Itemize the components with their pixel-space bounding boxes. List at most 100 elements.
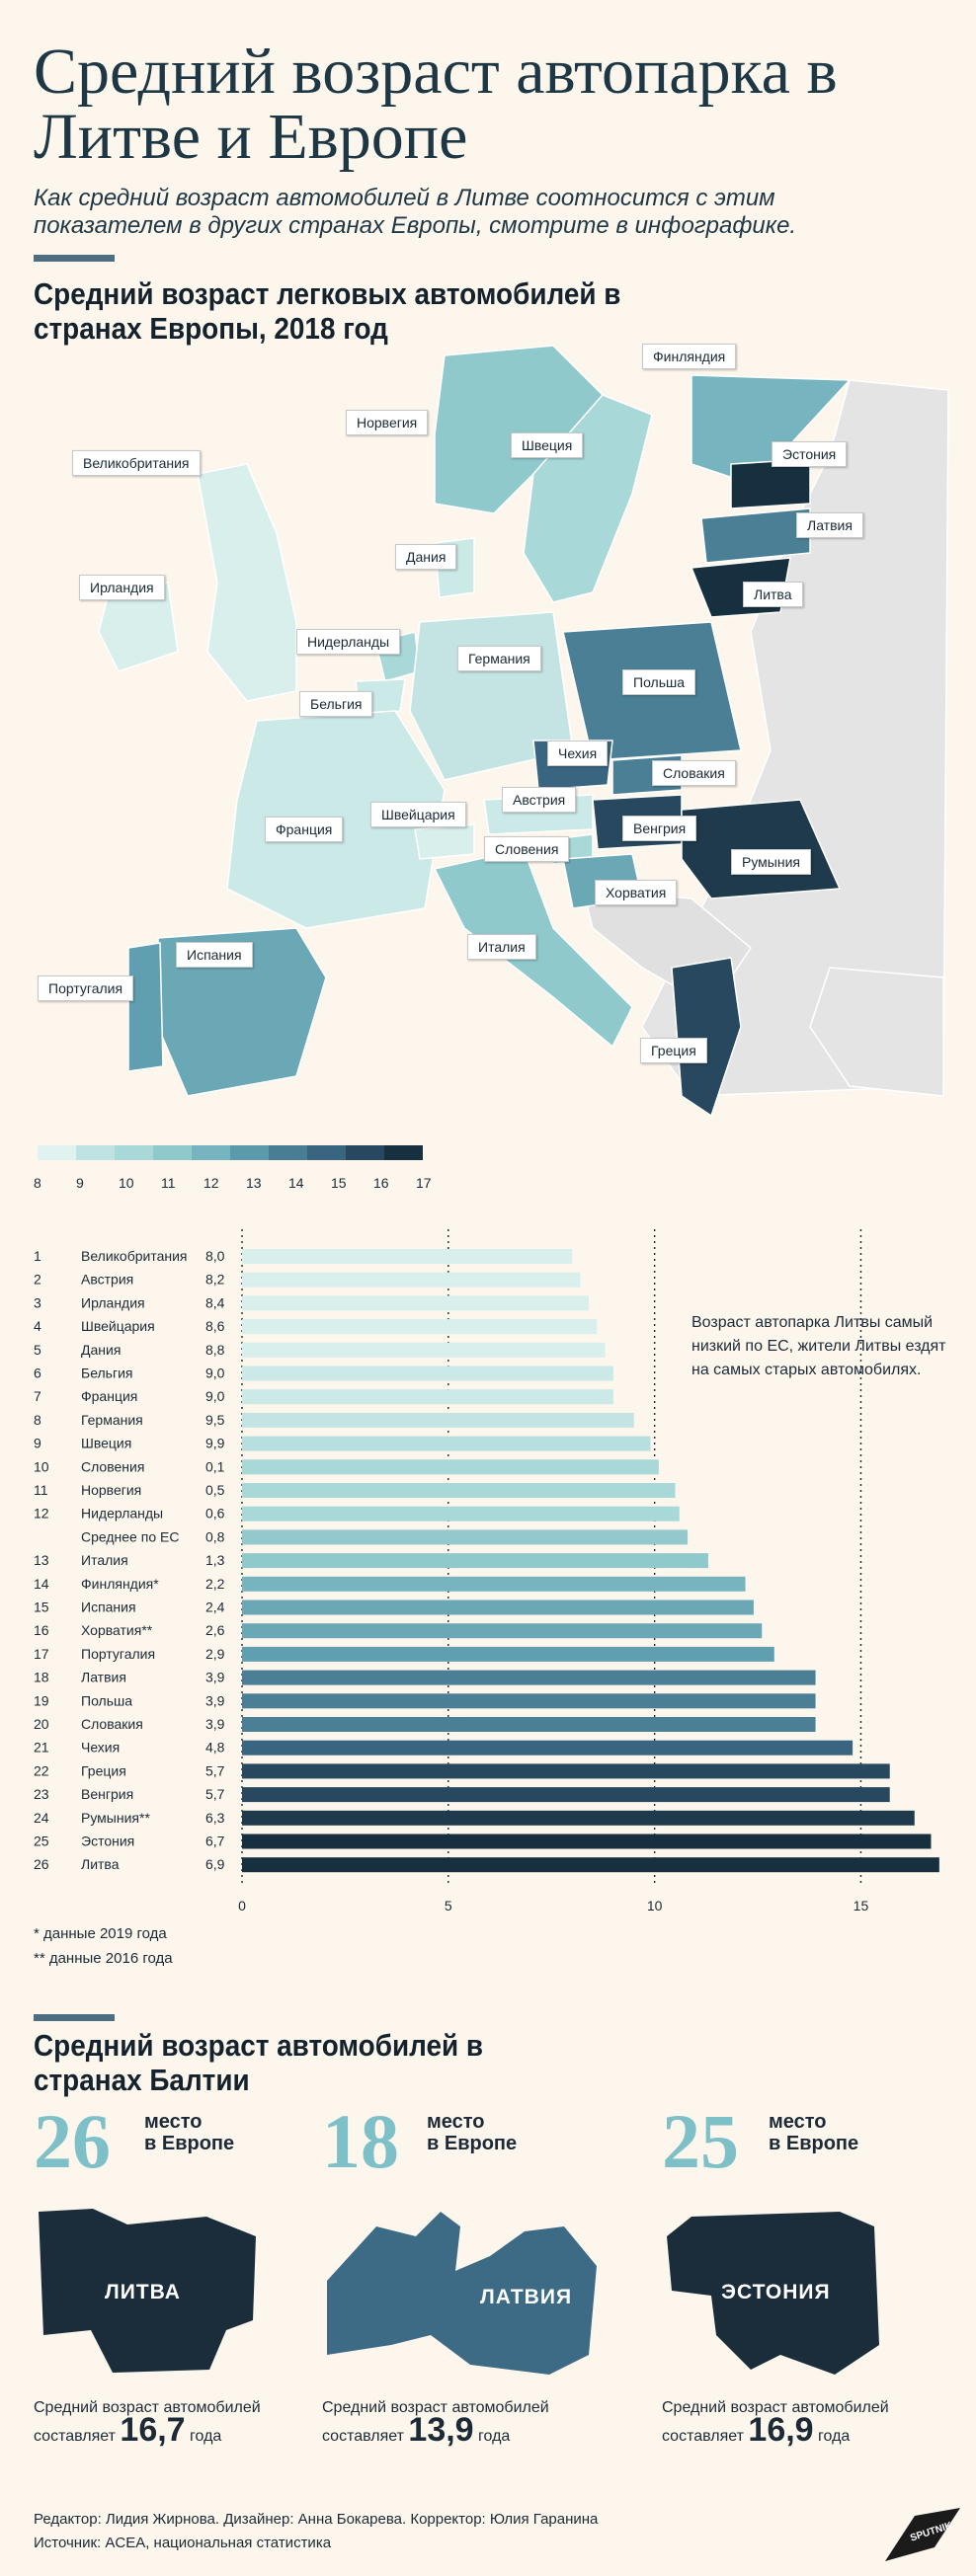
rank-label: 15 bbox=[34, 1600, 49, 1615]
category-label: Франция bbox=[81, 1388, 137, 1404]
rank-label: 6 bbox=[34, 1366, 41, 1381]
avg-suffix: года bbox=[478, 2428, 511, 2445]
map-label-uk: Великобритания bbox=[72, 450, 201, 476]
category-label: Дания bbox=[81, 1342, 121, 1358]
category-label: Бельгия bbox=[81, 1366, 132, 1381]
avg-value: 16,9 bbox=[748, 2411, 814, 2449]
rank-label: 5 bbox=[34, 1342, 41, 1358]
legend-swatch bbox=[269, 1145, 307, 1160]
bar bbox=[242, 1506, 680, 1522]
avg-text: Средний возраст автомобилей bbox=[34, 2399, 261, 2416]
map-label-latvia: Латвия bbox=[796, 512, 863, 538]
rank-label: 14 bbox=[34, 1576, 49, 1592]
rank-label: 8 bbox=[34, 1412, 41, 1428]
legend-tick-label: 12 bbox=[203, 1175, 219, 1191]
value-label: 6,7 bbox=[205, 1834, 225, 1849]
bar bbox=[242, 1436, 651, 1451]
rank-suffix-europe: в Европе bbox=[769, 2133, 859, 2154]
avg-value: 16,7 bbox=[120, 2411, 186, 2449]
value-label: 3,9 bbox=[205, 1716, 225, 1732]
rank-suffix-europe: в Европе bbox=[144, 2133, 235, 2154]
footnote-2019: * данные 2019 года bbox=[34, 1925, 167, 1942]
category-label: Чехия bbox=[81, 1740, 120, 1756]
legend-tick-label: 10 bbox=[119, 1175, 134, 1191]
category-label: Венгрия bbox=[81, 1786, 133, 1802]
category-label: Нидерланды bbox=[81, 1506, 163, 1522]
x-tick-label: 0 bbox=[238, 1898, 246, 1911]
map-label-finland: Финляндия bbox=[642, 344, 737, 369]
rank-suffix-place: место bbox=[769, 2111, 827, 2133]
avg-text: Средний возраст автомобилей bbox=[662, 2399, 889, 2416]
category-label: Швеция bbox=[81, 1436, 131, 1451]
category-label: Латвия bbox=[81, 1670, 126, 1685]
avg-suffix: года bbox=[190, 2428, 222, 2445]
map-label-czechia: Чехия bbox=[547, 741, 609, 766]
value-label: 0,5 bbox=[205, 1482, 225, 1498]
bar bbox=[242, 1529, 689, 1545]
legend-tick-label: 11 bbox=[161, 1175, 176, 1191]
map-uk bbox=[197, 463, 297, 702]
bar-chart-svg: 0 5 10 15 1 Великобритания 8,0 2 Австрия 8,2 3 Ирла… bbox=[34, 1229, 939, 1913]
map-latvia bbox=[700, 507, 811, 564]
value-label: 8,4 bbox=[205, 1294, 225, 1310]
category-label: Великобритания bbox=[81, 1248, 188, 1264]
category-label: Германия bbox=[81, 1412, 143, 1428]
avg-value: 13,9 bbox=[408, 2411, 474, 2449]
value-label: 8,6 bbox=[205, 1318, 225, 1334]
page-title: Средний возраст автопарка в Литве и Евро… bbox=[34, 36, 838, 173]
legend-swatch bbox=[192, 1145, 230, 1160]
map-label-spain: Испания bbox=[176, 942, 253, 968]
rank-label: 9 bbox=[34, 1436, 41, 1451]
map-label-austria: Австрия bbox=[502, 787, 577, 813]
map-label-estonia: Эстония bbox=[772, 441, 848, 467]
page-subtitle: Как средний возраст автомобилей в Литве … bbox=[34, 185, 797, 239]
map-label-greece: Греция bbox=[640, 1038, 707, 1063]
value-label: 6,3 bbox=[205, 1810, 225, 1826]
bar bbox=[242, 1249, 573, 1264]
rank-label: 20 bbox=[34, 1716, 49, 1732]
value-label: 0,6 bbox=[205, 1506, 225, 1522]
baltic-accent-bar bbox=[34, 2014, 115, 2021]
map-section-title: Средний возраст легковых автомобилей в с… bbox=[34, 276, 621, 346]
rank-label: 10 bbox=[34, 1458, 49, 1474]
avg-prefix: составляет bbox=[34, 2428, 116, 2445]
rank-number: 25 bbox=[662, 2098, 739, 2184]
category-label: Португалия bbox=[81, 1646, 155, 1662]
x-tick-label: 15 bbox=[854, 1898, 869, 1911]
bar bbox=[242, 1787, 890, 1803]
map-label-denmark: Дания bbox=[395, 544, 457, 570]
bar bbox=[242, 1576, 746, 1592]
map-label-norway: Норвегия bbox=[346, 410, 429, 435]
value-label: 6,9 bbox=[205, 1856, 225, 1872]
map-sweden bbox=[523, 394, 653, 603]
legend-swatch bbox=[346, 1145, 384, 1160]
bar bbox=[242, 1740, 854, 1756]
value-label: 8,2 bbox=[205, 1272, 225, 1288]
map-label-belgium: Бельгия bbox=[299, 691, 373, 717]
category-label: Норвегия bbox=[81, 1482, 141, 1498]
map-label-lithuania: Литва bbox=[743, 582, 803, 607]
map-label-croatia: Хорватия bbox=[595, 880, 678, 905]
rank-number: 26 bbox=[34, 2098, 111, 2184]
value-label: 1,3 bbox=[205, 1552, 225, 1568]
rank-label: 26 bbox=[34, 1856, 49, 1872]
rank-text: место в Европе bbox=[427, 2111, 517, 2154]
category-label: Эстония bbox=[81, 1834, 134, 1849]
footnote-2016: ** данные 2016 года bbox=[34, 1950, 173, 1967]
value-label: 5,7 bbox=[205, 1786, 225, 1802]
category-label: Греция bbox=[81, 1762, 126, 1778]
value-label: 2,9 bbox=[205, 1646, 225, 1662]
rank-label: 7 bbox=[34, 1388, 41, 1404]
rank-label: 1 bbox=[34, 1248, 41, 1264]
bar bbox=[242, 1553, 708, 1569]
category-label: Швейцария bbox=[81, 1318, 155, 1334]
rank-label: 23 bbox=[34, 1786, 49, 1802]
value-label: 8,8 bbox=[205, 1342, 225, 1358]
value-label: 2,6 bbox=[205, 1622, 225, 1638]
rank-label: 4 bbox=[34, 1318, 41, 1334]
value-label: 3,9 bbox=[205, 1670, 225, 1685]
category-label: Словения bbox=[81, 1458, 144, 1474]
map-norway bbox=[434, 345, 605, 514]
rank-suffix-europe: в Европе bbox=[427, 2133, 518, 2154]
map-label-france: Франция bbox=[265, 817, 344, 842]
